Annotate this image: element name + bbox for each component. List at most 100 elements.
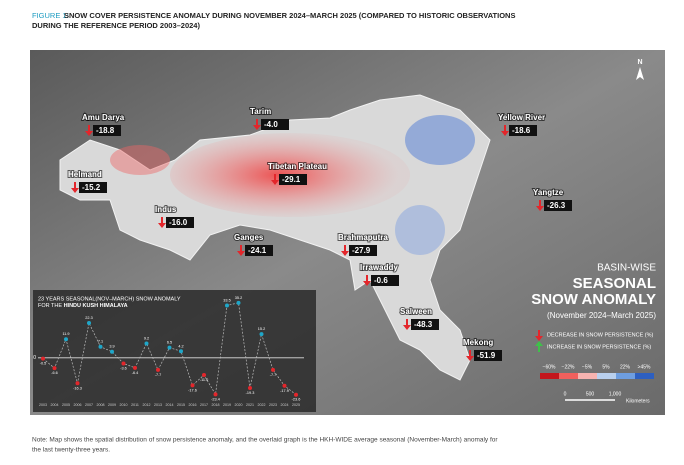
data-label: 33.5 <box>223 298 230 302</box>
scale-swatch <box>597 373 616 379</box>
data-label: 35.2 <box>235 296 242 300</box>
north-label: N <box>637 59 642 66</box>
basin-value: -18.8 <box>96 126 115 135</box>
decrease-marker <box>85 125 93 136</box>
x-tick-label: 2023 <box>269 403 277 407</box>
x-tick-label: 2019 <box>223 403 231 407</box>
x-tick-label: 2014 <box>166 403 174 407</box>
data-point <box>87 320 91 325</box>
x-tick-label: 2005 <box>62 403 70 407</box>
data-point <box>190 383 195 388</box>
decrease-marker <box>271 174 279 185</box>
decrease-marker <box>341 245 349 256</box>
data-label: -23.6 <box>292 398 301 402</box>
y-tick-label: 0 <box>33 355 36 361</box>
data-point <box>144 341 149 346</box>
basin-name: Mekong <box>463 338 493 347</box>
basin-value: -16.0 <box>169 218 188 227</box>
scale-tick: 1,000 <box>609 391 622 397</box>
data-label: 7.1 <box>98 340 103 344</box>
basin-name: Helmand <box>68 170 102 179</box>
data-label: -16.3 <box>73 386 82 390</box>
value-box <box>349 245 377 256</box>
data-label: -23.4 <box>211 397 220 401</box>
x-tick-label: 2020 <box>235 403 243 407</box>
data-point <box>121 361 126 366</box>
data-point <box>271 367 275 372</box>
x-tick-label: 2024 <box>281 403 289 407</box>
data-label: -3.6 <box>120 366 127 370</box>
data-label: 6.5 <box>167 341 172 345</box>
scale-swatch <box>635 373 654 379</box>
data-point <box>213 392 218 397</box>
data-point <box>236 300 241 305</box>
basin-name: Salween <box>400 307 432 316</box>
data-label: 11.9 <box>62 332 69 336</box>
x-tick-label: 2025 <box>292 403 300 407</box>
x-tick-label: 2018 <box>212 403 220 407</box>
side-title: SEASONAL <box>573 275 656 292</box>
decrease-marker <box>363 275 371 286</box>
value-box <box>261 119 289 130</box>
decrease-icon <box>535 330 543 341</box>
basin-value: -48.3 <box>414 320 433 329</box>
increase-icon <box>535 341 543 352</box>
basin-name: Ganges <box>234 233 264 242</box>
basin-value: -0.6 <box>374 276 388 285</box>
basin-value: -24.1 <box>248 246 267 255</box>
value-box <box>371 275 399 286</box>
scale-swatch <box>540 373 559 379</box>
data-label: -7.7 <box>155 373 162 377</box>
legend-decrease: DECREASE IN SNOW PERSISTENCE (%) <box>547 332 654 338</box>
data-point <box>75 381 80 386</box>
note: Note: Map shows the spatial distribution… <box>32 437 498 444</box>
decrease-marker <box>536 200 544 211</box>
side-title: BASIN-WISE <box>597 263 656 274</box>
inset-chart: 0 -0.5 2003 -6.6 2004 11.9 2005 -16.3 2006 22.3 20… <box>33 296 304 407</box>
basin-labels: Amu Darya -18.8 Tarim -4.0 Yellow River -18.6… <box>67 106 572 361</box>
data-label: -17.6 <box>188 388 197 392</box>
data-point <box>52 366 57 371</box>
scale-label: −22% <box>562 364 575 370</box>
data-point <box>133 365 137 370</box>
data-point <box>225 303 229 308</box>
anomaly-area <box>395 205 445 255</box>
data-point <box>282 383 287 388</box>
legend-increase: INCREASE IN SNOW PERSISTENCE (%) <box>547 344 651 350</box>
inset-chart-title: 23 YEARS SEASONAL(NOV–MARCH) SNOW ANOMAL… <box>38 296 181 302</box>
inset-chart-title: FOR THE HINDU KUSH HIMALAYA <box>38 303 128 309</box>
anomaly-area <box>405 115 475 165</box>
data-label: -11.0 <box>200 378 208 382</box>
x-tick-label: 2016 <box>189 403 197 407</box>
basin-value: -4.0 <box>264 120 278 129</box>
decrease-marker <box>237 245 245 256</box>
data-point <box>41 356 45 361</box>
x-tick-label: 2004 <box>51 403 59 407</box>
scale-bar-labels: 0 500 1,000 <box>564 391 622 397</box>
data-point <box>110 349 114 354</box>
decrease-marker <box>158 217 166 228</box>
basin-name: Tibetan Plateau <box>268 162 327 171</box>
value-box <box>166 217 194 228</box>
x-tick-label: 2021 <box>246 403 254 407</box>
data-label: -19.3 <box>246 391 255 395</box>
value-box <box>474 350 502 361</box>
data-point <box>156 367 160 372</box>
decrease-marker <box>71 182 79 193</box>
basin-value: -15.2 <box>82 183 101 192</box>
basin-value: -51.9 <box>477 351 496 360</box>
decrease-marker <box>253 119 261 130</box>
data-label: -17.9 <box>280 389 289 393</box>
title-prefix: FOR THE <box>38 303 64 309</box>
data-point <box>179 349 183 354</box>
scale-tick: 0 <box>564 391 567 397</box>
x-tick-label: 2003 <box>39 403 47 407</box>
basin-name: Amu Darya <box>82 113 125 122</box>
data-label: 3.9 <box>109 345 114 349</box>
value-box <box>509 125 537 136</box>
scale-tick: 500 <box>586 391 595 397</box>
figure-title: DURING THE REFERENCE PERIOD 2003–2024) <box>32 21 200 30</box>
data-label: 9.2 <box>144 336 149 340</box>
decrease-marker <box>501 125 509 136</box>
scale-label: −5% <box>582 364 593 370</box>
